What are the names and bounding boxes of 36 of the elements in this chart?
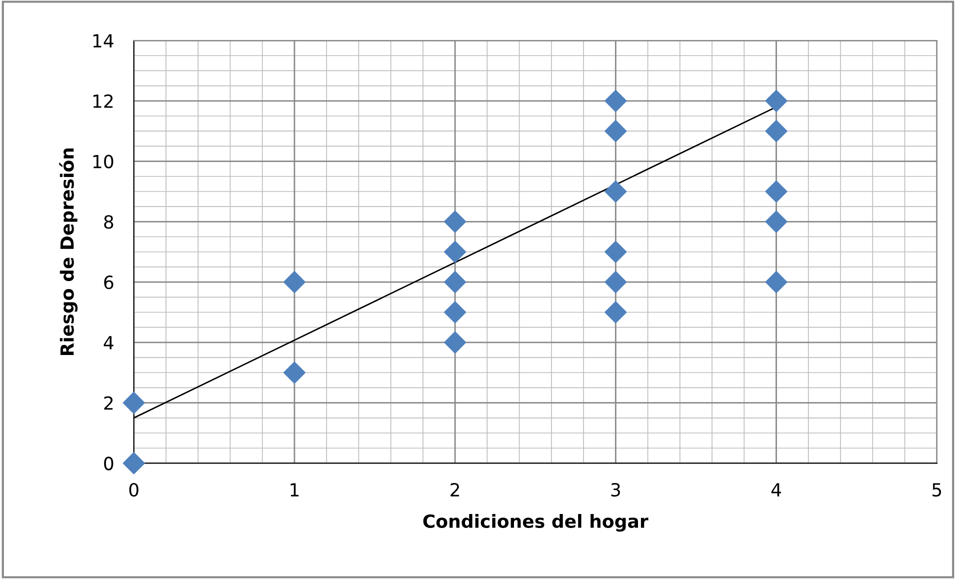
point bbox=[765, 210, 788, 233]
point bbox=[604, 120, 627, 142]
y-tick-label: 2 bbox=[104, 396, 113, 410]
point bbox=[765, 271, 788, 294]
point bbox=[444, 331, 466, 354]
x-axis-title: Condiciones del hogar bbox=[423, 514, 648, 532]
y-tick-label: 14 bbox=[93, 34, 114, 48]
y-tick-label: 12 bbox=[93, 94, 113, 108]
point bbox=[444, 240, 466, 263]
point bbox=[604, 180, 627, 202]
x-tick-label: 5 bbox=[932, 483, 942, 497]
point bbox=[604, 301, 627, 324]
x-tick-label: 4 bbox=[771, 483, 782, 496]
y-tick-label: 0 bbox=[104, 456, 114, 470]
point bbox=[444, 271, 466, 294]
point bbox=[444, 301, 466, 324]
y-tick-label: 4 bbox=[104, 336, 114, 350]
x-tick-label: 1 bbox=[290, 483, 299, 496]
y-tick-label: 10 bbox=[93, 154, 114, 168]
point bbox=[765, 90, 788, 112]
x-tick-label: 3 bbox=[611, 482, 620, 497]
point bbox=[604, 90, 627, 112]
x-tick-label: 2 bbox=[450, 482, 459, 496]
point bbox=[283, 271, 306, 294]
point bbox=[765, 120, 788, 142]
point bbox=[122, 392, 145, 414]
y-tick-label: 8 bbox=[104, 215, 114, 229]
y-axis-title: Riesgo de Depresión bbox=[59, 148, 78, 356]
y-tick-label: 6 bbox=[104, 276, 114, 290]
point bbox=[283, 362, 306, 384]
point bbox=[604, 271, 627, 294]
point bbox=[444, 210, 466, 233]
point bbox=[765, 180, 788, 202]
x-tick-label: 0 bbox=[129, 482, 138, 497]
point bbox=[122, 452, 145, 474]
point bbox=[604, 240, 627, 263]
